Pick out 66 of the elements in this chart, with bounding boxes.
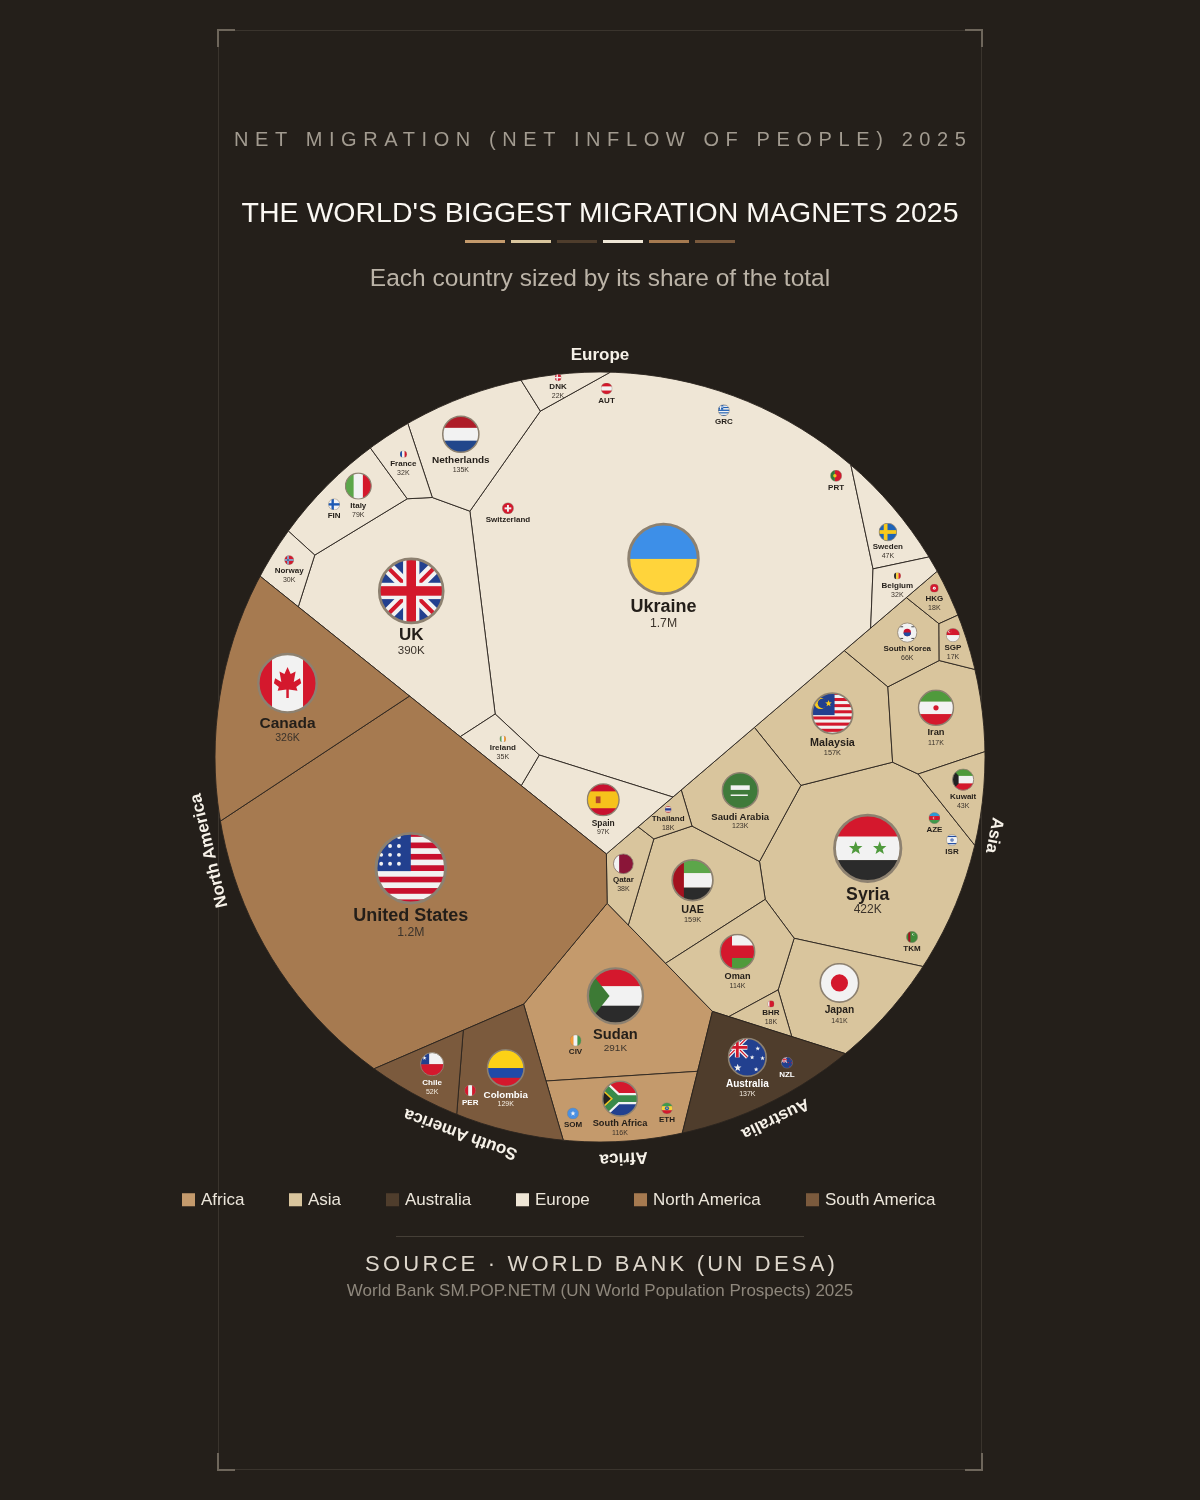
category-label: Sweden bbox=[872, 542, 904, 552]
data-label: 1.7M bbox=[649, 615, 678, 630]
category-label: Kuwait bbox=[950, 791, 977, 801]
category-label: Saudi Arabia bbox=[711, 810, 770, 822]
category-label: South Korea bbox=[883, 643, 932, 653]
legend-label: Asia bbox=[308, 1189, 342, 1209]
category-label: Ireland bbox=[489, 743, 517, 753]
category-label: Japan bbox=[824, 1004, 855, 1016]
legend-label: North America bbox=[653, 1189, 762, 1209]
data-label: 390K bbox=[397, 643, 426, 656]
category-label: ISR bbox=[945, 847, 959, 857]
category-label: France bbox=[390, 458, 417, 468]
category-label: Colombia bbox=[483, 1088, 529, 1100]
category-label: GRC bbox=[714, 417, 733, 427]
category-label: HKG bbox=[925, 593, 944, 603]
legend-label: Africa bbox=[201, 1189, 245, 1209]
category-label: Ukraine bbox=[630, 595, 697, 616]
data-label: 291K bbox=[603, 1041, 628, 1053]
category-label: South Africa bbox=[592, 1118, 649, 1129]
legend-label: Australia bbox=[405, 1189, 472, 1209]
category-label: DNK bbox=[549, 382, 567, 392]
text: Africa bbox=[599, 1147, 649, 1170]
text: Each country sized by its share of the total bbox=[368, 264, 832, 292]
category-label: Thailand bbox=[651, 813, 685, 823]
data-label: 422K bbox=[853, 902, 882, 917]
text: NET MIGRATION (NET INFLOW OF PEOPLE) 2025 bbox=[233, 128, 974, 151]
category-label: NZL bbox=[779, 1069, 795, 1079]
category-label: Qatar bbox=[612, 875, 634, 885]
category-label: CIV bbox=[568, 1047, 583, 1057]
category-label: Italy bbox=[350, 500, 367, 510]
data-label: 1.2M bbox=[397, 925, 425, 940]
category-label: SOM bbox=[563, 1120, 583, 1130]
category-label: Spain bbox=[591, 817, 615, 828]
category-label: AZE bbox=[926, 825, 944, 835]
category-label: FIN bbox=[327, 511, 341, 521]
category-label: BHR bbox=[762, 1008, 780, 1018]
category-label: Switzerland bbox=[485, 515, 531, 525]
text: Europe bbox=[570, 345, 630, 364]
legend-label: Europe bbox=[535, 1189, 590, 1209]
category-label: Iran bbox=[927, 727, 945, 738]
text: Asia bbox=[981, 815, 1008, 855]
category-label: PER bbox=[461, 1097, 479, 1107]
source-note: SOURCE · WORLD BANK (UN DESA) bbox=[364, 1250, 840, 1278]
category-label: Canada bbox=[259, 714, 316, 732]
category-label: Oman bbox=[724, 971, 751, 982]
category-label: Netherlands bbox=[432, 454, 491, 466]
category-label: UK bbox=[398, 624, 425, 644]
category-label: Chile bbox=[422, 1077, 443, 1087]
category-label: Belgium bbox=[881, 580, 914, 590]
text: North America bbox=[185, 791, 232, 910]
category-label: United States bbox=[353, 905, 469, 926]
category-label: Syria bbox=[846, 883, 890, 904]
category-label: SGP bbox=[944, 643, 963, 653]
text: World Bank SM.POP.NETM (UN World Population Prospects) 2025 bbox=[345, 1280, 855, 1302]
category-label: Malaysia bbox=[809, 735, 856, 748]
text: THE WORLD'S BIGGEST MIGRATION MAGNETS 2025 bbox=[240, 196, 960, 229]
category-label: Norway bbox=[274, 565, 305, 575]
category-label: PRT bbox=[828, 482, 845, 492]
category-label: UAE bbox=[681, 902, 704, 915]
category-label: AUT bbox=[598, 395, 615, 405]
category-label: ETH bbox=[658, 1115, 676, 1125]
legend-label: South America bbox=[825, 1189, 937, 1209]
data-label: 326K bbox=[275, 730, 300, 743]
category-label: TKM bbox=[903, 944, 922, 954]
category-label: Sudan bbox=[593, 1026, 638, 1043]
category-label: Australia bbox=[725, 1078, 770, 1090]
